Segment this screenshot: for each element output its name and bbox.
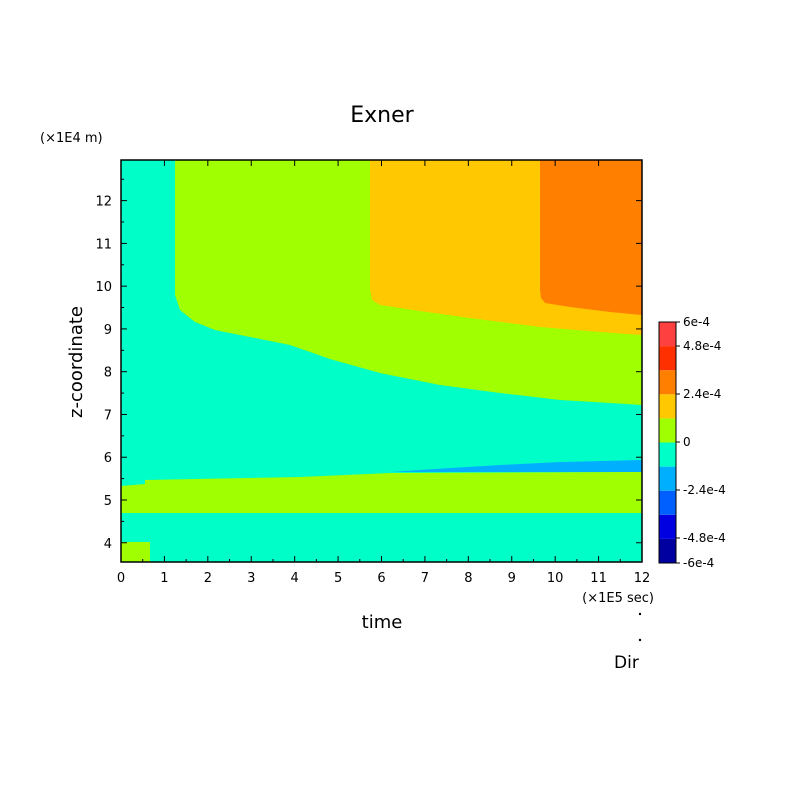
x-tick-label: 6	[377, 571, 385, 586]
x-unit-label: (×1E5 sec)	[582, 591, 654, 606]
y-tick-label: 8	[104, 366, 112, 381]
colorbar-swatch	[659, 322, 676, 347]
colorbar-label: 0	[683, 435, 691, 449]
y-tick-label: 9	[104, 323, 112, 338]
marker-dot	[638, 612, 642, 616]
x-tick-label: 8	[464, 571, 472, 586]
footer-label: Dir	[614, 653, 639, 673]
x-tick-label: 10	[547, 571, 564, 586]
y-tick-label: 5	[104, 494, 112, 509]
marker-dot	[638, 638, 642, 642]
y-axis: 4 5 6 7 8 9 10 11 12	[95, 178, 642, 552]
colorbar-swatch	[659, 394, 676, 419]
y-tick-label: 6	[104, 451, 112, 466]
colorbar-label: 6e-4	[683, 315, 710, 329]
plot-area	[121, 160, 642, 562]
x-tick-label: 7	[421, 571, 429, 586]
contour-region-neg-mid	[390, 460, 642, 472]
colorbar-swatch	[659, 490, 676, 515]
y-tick-label: 7	[104, 408, 112, 423]
y-tick-label: 12	[95, 195, 112, 210]
y-tick-label: 10	[95, 280, 112, 295]
contour-region-pos-high	[540, 160, 642, 315]
colorbar-swatch	[659, 442, 676, 467]
y-axis-label: z-coordinate	[66, 306, 87, 418]
x-axis-label: time	[362, 612, 403, 633]
y-tick-label: 11	[95, 237, 112, 252]
colorbar-label: 4.8e-4	[683, 339, 721, 353]
x-tick-label: 9	[508, 571, 516, 586]
x-tick-label: 4	[291, 571, 299, 586]
contour-region-pos-small-corner	[121, 542, 150, 562]
colorbar-swatch	[659, 466, 676, 491]
colorbar: 6e-4 4.8e-4 2.4e-4 0 -2.4e-4 -4.8e-4 -6e-4	[658, 315, 726, 570]
colorbar-label: -6e-4	[683, 556, 714, 570]
contour-region-pos-small-lower	[121, 472, 642, 513]
x-tick-label: 0	[117, 571, 125, 586]
colorbar-swatch	[659, 514, 676, 539]
x-tick-label: 3	[247, 571, 255, 586]
chart-title: Exner	[350, 103, 414, 128]
colorbar-swatch	[659, 370, 676, 395]
colorbar-label: -2.4e-4	[683, 483, 726, 497]
colorbar-swatch	[659, 538, 676, 563]
x-tick-label: 1	[160, 571, 168, 586]
y-tick-label: 4	[104, 537, 112, 552]
colorbar-swatch	[659, 418, 676, 443]
x-tick-label: 11	[590, 571, 607, 586]
x-tick-label: 12	[634, 571, 651, 586]
colorbar-label: 2.4e-4	[683, 387, 721, 401]
y-unit-label: (×1E4 m)	[40, 131, 103, 146]
colorbar-label: -4.8e-4	[683, 531, 726, 545]
x-tick-label: 5	[334, 571, 342, 586]
colorbar-swatch	[659, 346, 676, 371]
x-tick-label: 2	[204, 571, 212, 586]
x-axis: 0 1 2 3 4 5 6 7 8 9 10 11 12	[117, 160, 650, 586]
